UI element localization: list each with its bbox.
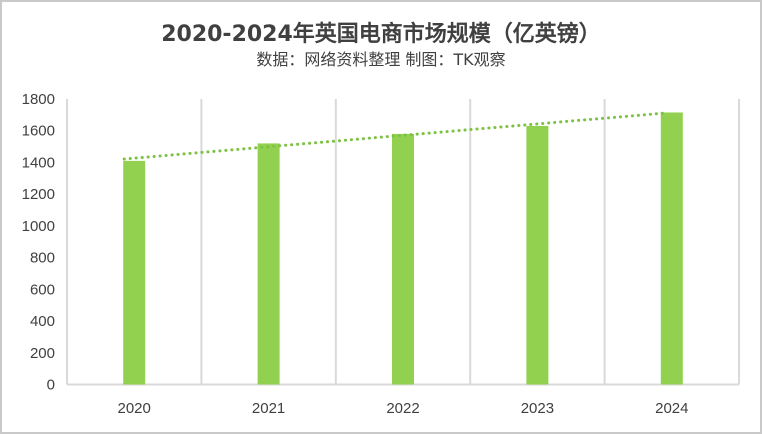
x-tick-label: 2020 — [118, 400, 151, 417]
trendline — [122, 111, 668, 161]
y-tick-label: 800 — [30, 250, 55, 267]
y-tick-label: 600 — [30, 281, 55, 298]
bar-2024 — [660, 112, 683, 385]
x-tick-label: 2024 — [655, 400, 688, 417]
y-tick-label: 200 — [30, 345, 55, 362]
y-tick-label: 1600 — [22, 123, 55, 140]
bar-2023 — [526, 125, 549, 385]
bar-2022 — [392, 133, 414, 385]
x-tick-label: 2023 — [521, 400, 554, 417]
y-tick-label: 1800 — [22, 91, 55, 108]
bar-2020 — [123, 160, 146, 385]
x-tick-label: 2022 — [386, 400, 419, 417]
y-tick-label: 1000 — [22, 218, 55, 235]
bar-2021 — [257, 143, 280, 385]
y-tick-label: 1400 — [22, 154, 55, 171]
x-tick-label: 2021 — [252, 400, 285, 417]
chart-title: 2020-2024年英国电商市场规模（亿英镑） — [161, 22, 601, 47]
y-tick-label: 400 — [30, 313, 55, 330]
chart-subtitle: 数据：网络资料整理 制图：TK观察 — [256, 50, 506, 69]
y-tick-label: 0 — [47, 377, 55, 394]
y-tick-label: 1200 — [22, 186, 55, 203]
